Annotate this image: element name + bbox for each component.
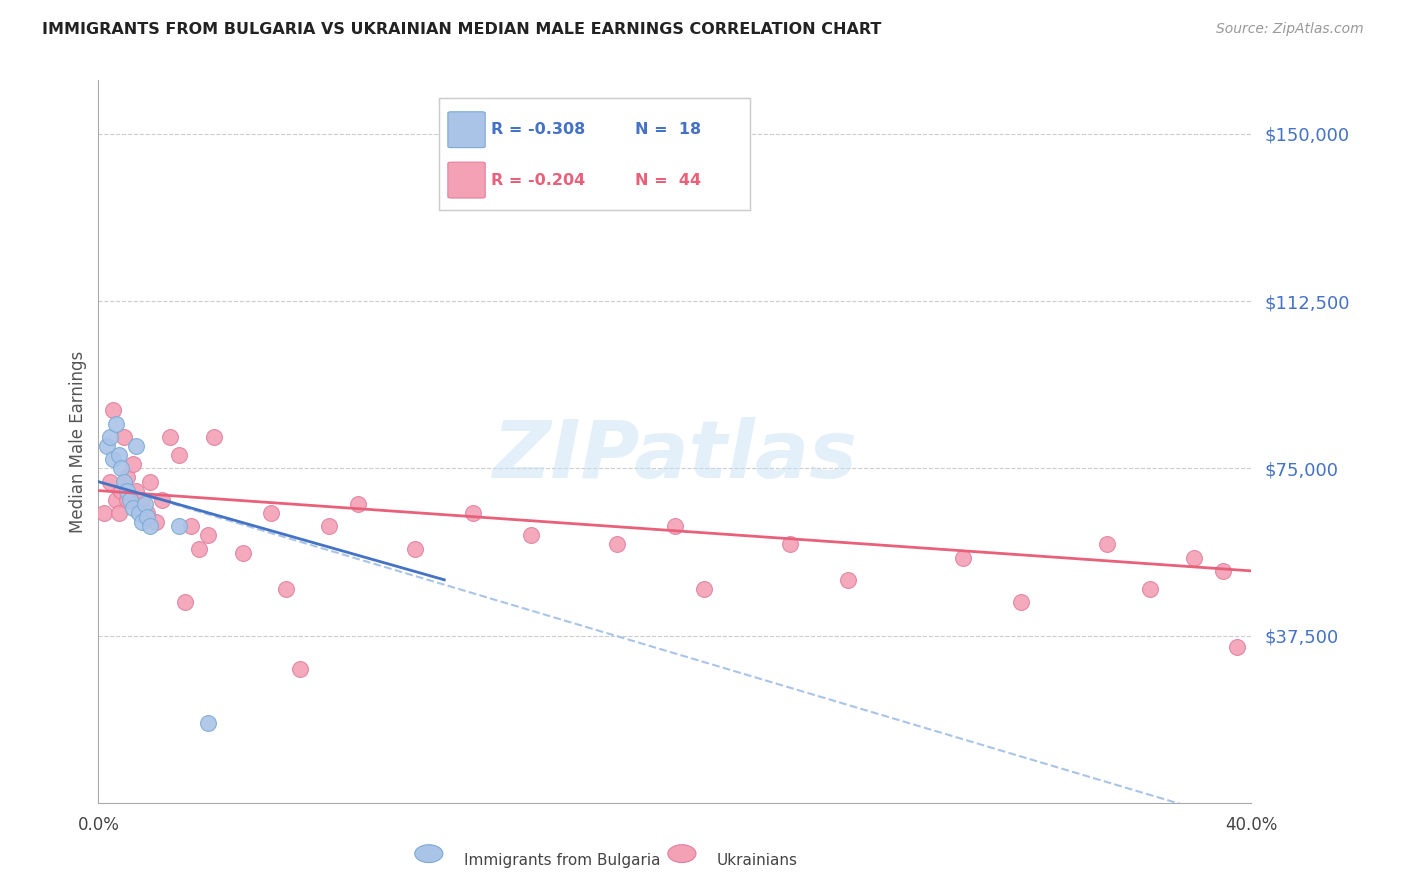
Point [107,448,129,462]
Point [136,510,159,524]
Point [1097,537,1119,551]
Point [693,582,716,596]
Point [128,506,150,520]
Point [779,537,801,551]
Point [98,430,121,444]
Point [131,515,153,529]
Point [1212,564,1234,578]
Point [197,715,219,730]
Point [461,506,484,520]
Point [112,430,135,444]
Y-axis label: Median Male Earnings: Median Male Earnings [69,351,87,533]
Point [136,506,159,520]
Point [104,417,127,431]
Point [159,430,181,444]
Point [117,483,139,498]
Point [1226,640,1249,654]
Point [664,519,686,533]
Point [139,519,162,533]
Text: Immigrants from Bulgaria: Immigrants from Bulgaria [464,854,661,868]
Point [1010,595,1032,609]
Point [131,492,153,507]
Point [96,439,118,453]
Point [180,519,202,533]
Point [167,519,190,533]
Point [117,492,139,507]
Point [952,550,974,565]
Point [101,403,124,417]
Point [101,452,124,467]
Point [174,595,197,609]
Point [122,501,145,516]
Point [112,475,135,489]
Point [606,537,628,551]
Point [274,582,297,596]
Point [837,573,859,587]
Point [318,519,340,533]
Text: Ukrainians: Ukrainians [717,854,799,868]
Point [145,515,167,529]
Point [150,492,173,507]
Point [197,528,219,542]
Point [125,439,148,453]
Text: IMMIGRANTS FROM BULGARIA VS UKRAINIAN MEDIAN MALE EARNINGS CORRELATION CHART: IMMIGRANTS FROM BULGARIA VS UKRAINIAN ME… [42,22,882,37]
Point [346,497,368,511]
Point [139,475,162,489]
Point [110,483,132,498]
Point [110,461,132,475]
Point [405,541,427,556]
Point [120,492,142,507]
Point [167,448,190,462]
Point [107,506,129,520]
Point [117,470,139,484]
Point [98,475,121,489]
Point [231,546,254,560]
Point [1139,582,1161,596]
Text: Source: ZipAtlas.com: Source: ZipAtlas.com [1216,22,1364,37]
Point [125,483,148,498]
Point [520,528,543,542]
Point [188,541,211,556]
Point [134,497,156,511]
Point [122,457,145,471]
Point [290,662,312,676]
Point [93,506,115,520]
Text: ZIPatlas: ZIPatlas [492,417,858,495]
Point [260,506,283,520]
Point [104,492,127,507]
Point [1182,550,1205,565]
Point [202,430,225,444]
